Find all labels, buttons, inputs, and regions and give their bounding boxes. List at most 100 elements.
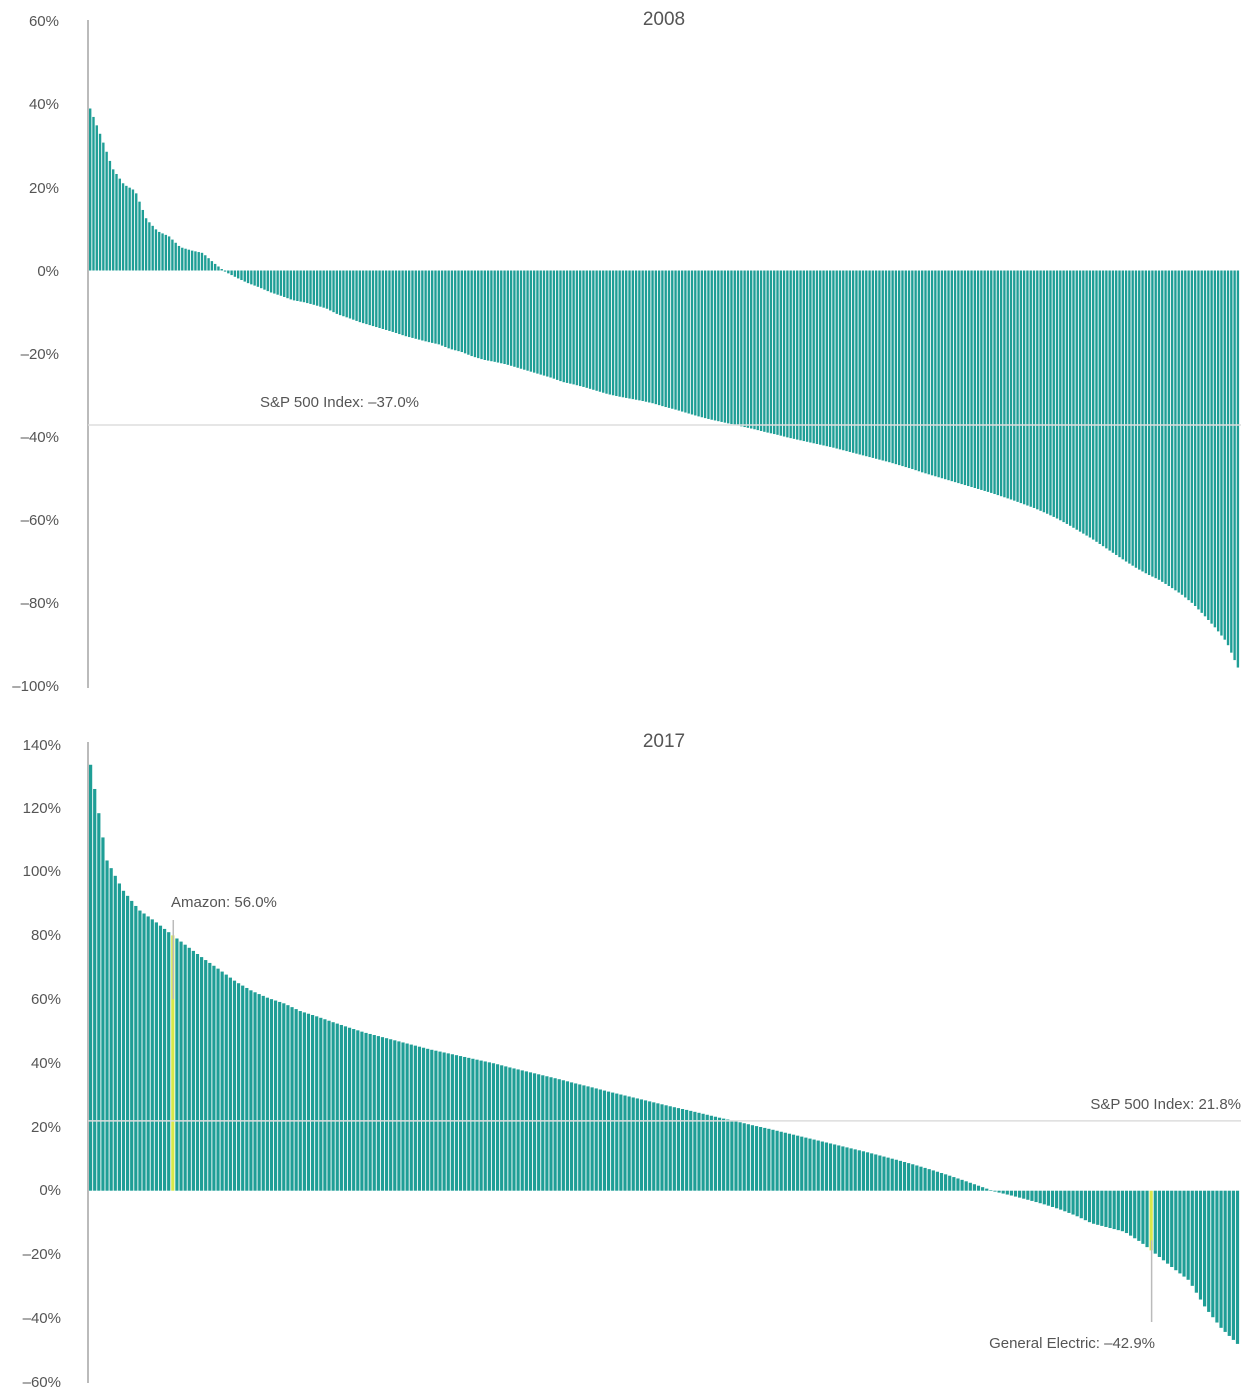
bar — [493, 270, 496, 362]
bar — [924, 270, 927, 474]
bar — [384, 1038, 389, 1191]
bar — [677, 270, 681, 411]
bar — [1104, 1190, 1108, 1227]
bar — [1223, 1190, 1227, 1332]
bar — [690, 270, 694, 415]
y-tick-label: –60% — [21, 512, 59, 529]
y-tick-label: –80% — [21, 595, 59, 612]
bar — [935, 1171, 940, 1191]
bar — [427, 270, 431, 343]
bar — [89, 108, 92, 271]
bar — [638, 270, 641, 401]
bar — [763, 270, 766, 432]
bar — [437, 270, 440, 345]
bar — [983, 270, 986, 491]
bar — [368, 1033, 372, 1191]
bar — [1144, 270, 1148, 574]
bar — [342, 270, 345, 317]
bar — [470, 270, 473, 357]
bar — [1235, 1190, 1240, 1344]
bar — [660, 1104, 664, 1191]
bar — [595, 270, 598, 391]
bar — [871, 270, 875, 458]
bar — [331, 1022, 335, 1191]
bar — [138, 201, 141, 271]
bar — [1112, 1190, 1116, 1230]
bar — [849, 1148, 853, 1191]
bar — [1075, 270, 1078, 530]
bar — [736, 270, 740, 426]
bar — [648, 270, 651, 403]
bar — [1134, 270, 1138, 568]
bar — [327, 1020, 331, 1191]
bar — [269, 270, 273, 293]
bar — [853, 1149, 857, 1191]
bar — [981, 1187, 985, 1191]
bar — [605, 270, 608, 394]
bar — [426, 1048, 430, 1191]
bar — [999, 270, 1003, 497]
bar — [265, 997, 269, 1191]
bar — [475, 1059, 479, 1191]
bar — [1129, 1190, 1133, 1236]
bar — [500, 1065, 504, 1191]
bar — [1013, 270, 1016, 501]
bar — [575, 270, 579, 386]
bar — [1210, 270, 1213, 624]
bar — [398, 270, 401, 335]
bar — [417, 1046, 422, 1191]
bar — [1039, 270, 1042, 511]
bar — [726, 1119, 730, 1191]
bar — [703, 270, 707, 419]
bar — [524, 1071, 528, 1191]
bar — [130, 900, 134, 1191]
y-tick-label: 40% — [29, 96, 59, 113]
bar — [1164, 270, 1167, 584]
bar — [1098, 270, 1101, 544]
bar — [141, 209, 145, 271]
bar — [1078, 270, 1082, 532]
bar — [1133, 1190, 1137, 1239]
bar — [256, 270, 260, 287]
bar — [635, 1098, 639, 1191]
bar — [273, 1000, 278, 1191]
bar — [1029, 270, 1032, 507]
bar — [358, 270, 362, 323]
bar — [993, 1190, 997, 1192]
bar — [310, 1015, 315, 1191]
bar — [409, 1044, 413, 1191]
bar — [105, 151, 108, 271]
bar — [710, 270, 713, 420]
bar — [1115, 270, 1118, 555]
bar — [775, 1130, 779, 1191]
bar — [915, 1165, 919, 1191]
bar — [557, 1079, 561, 1191]
bar — [1213, 270, 1217, 628]
panel-2008-title: 2008 — [643, 9, 685, 30]
bar — [1118, 270, 1121, 558]
bar — [1018, 1190, 1022, 1198]
panel-2017-index-label: S&P 500 Index: 21.8% — [1090, 1096, 1241, 1113]
bar — [623, 1095, 627, 1191]
bar — [199, 957, 204, 1191]
bar — [865, 270, 868, 457]
bar — [820, 1141, 824, 1191]
bar — [417, 270, 421, 340]
bar — [713, 1116, 718, 1191]
bar — [394, 270, 398, 333]
bar — [851, 270, 855, 453]
bar — [1092, 270, 1095, 540]
bar — [717, 270, 720, 422]
highlighted-bar — [1149, 1190, 1153, 1251]
y-tick-label: 60% — [29, 13, 59, 30]
y-tick-label: –60% — [23, 1374, 61, 1390]
bar — [588, 270, 592, 389]
bar — [845, 1147, 849, 1191]
bar — [579, 270, 582, 387]
bar — [582, 270, 585, 387]
bar — [109, 868, 113, 1191]
bar — [528, 1072, 533, 1191]
bar — [907, 270, 911, 469]
bar — [121, 183, 125, 271]
bar — [450, 1054, 454, 1191]
